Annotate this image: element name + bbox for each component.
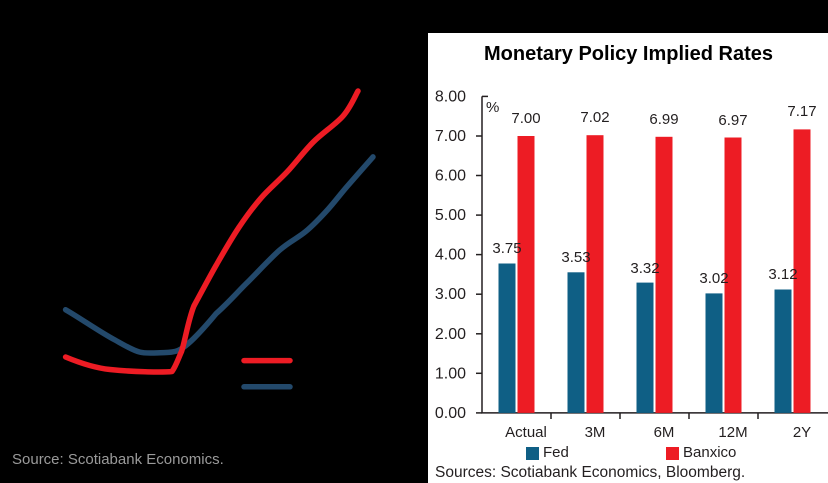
svg-text:6.00: 6.00 <box>435 168 466 185</box>
svg-text:7.00: 7.00 <box>435 128 466 145</box>
svg-text:7.17: 7.17 <box>787 103 816 120</box>
svg-text:3.32: 3.32 <box>630 260 659 277</box>
svg-text:6.99: 6.99 <box>649 111 678 128</box>
svg-text:3.00: 3.00 <box>435 286 466 303</box>
svg-text:3.02: 3.02 <box>699 270 728 287</box>
svg-text:6M: 6M <box>654 424 675 441</box>
svg-text:%: % <box>486 99 499 116</box>
svg-text:2.00: 2.00 <box>435 326 466 343</box>
svg-text:3M: 3M <box>585 424 606 441</box>
svg-text:4.00: 4.00 <box>435 247 466 264</box>
svg-text:3.53: 3.53 <box>561 249 590 266</box>
svg-text:0.00: 0.00 <box>435 405 466 422</box>
svg-text:8.00: 8.00 <box>435 88 466 105</box>
svg-text:Actual: Actual <box>505 424 547 441</box>
svg-text:Banxico: Banxico <box>683 444 736 461</box>
svg-text:3.75: 3.75 <box>492 240 521 257</box>
svg-text:Source: Scotiabank Economics.: Source: Scotiabank Economics. <box>12 451 224 468</box>
svg-text:3.12: 3.12 <box>768 266 797 283</box>
svg-text:6.97: 6.97 <box>718 112 747 129</box>
svg-text:1.00: 1.00 <box>435 365 466 382</box>
svg-text:Fed: Fed <box>543 444 569 461</box>
svg-text:Sources: Scotiabank Economics,: Sources: Scotiabank Economics, Bloomberg… <box>435 464 745 481</box>
svg-text:2Y: 2Y <box>793 424 811 441</box>
svg-text:7.02: 7.02 <box>580 109 609 126</box>
svg-text:5.00: 5.00 <box>435 207 466 224</box>
svg-text:12M: 12M <box>718 424 747 441</box>
svg-text:7.00: 7.00 <box>511 110 540 127</box>
